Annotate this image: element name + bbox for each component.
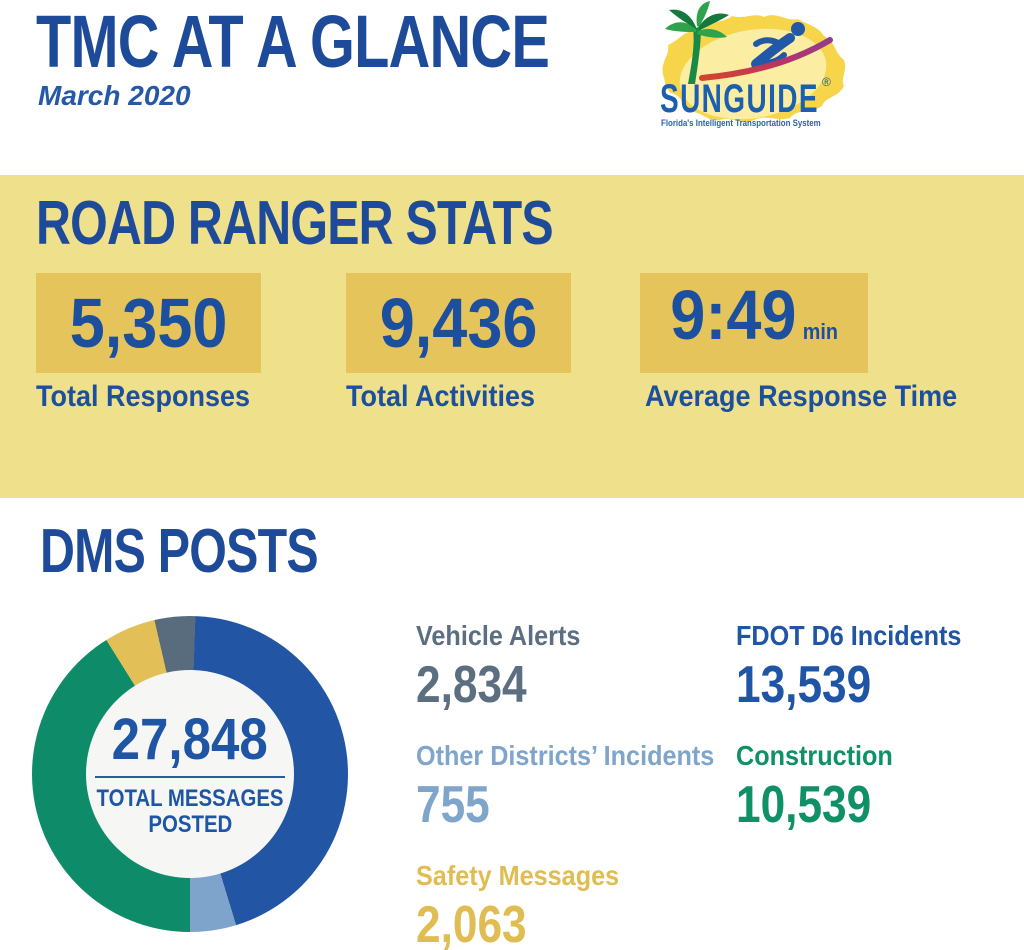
legend-other-districts-incidents-label: Other Districts’ Incidents — [416, 740, 715, 771]
logo-wordmark: SUNGUIDE — [660, 77, 819, 121]
legend-construction: Construction 10,539 — [736, 740, 1024, 834]
legend-safety-messages: Safety Messages 2,063 — [416, 861, 736, 950]
label-avg-response-time: Average Response Time — [645, 382, 992, 412]
total-activities-number: 9,436 — [379, 284, 538, 362]
legend-other-districts-incidents-value: 755 — [416, 776, 490, 834]
avg-response-time-number: 9:49 — [670, 275, 797, 354]
dms-donut-chart: 27,848 TOTAL MESSAGES POSTED — [32, 616, 348, 932]
stat-box-total-activities: 9,436 — [346, 273, 571, 373]
sunguide-logo: SUNGUIDE ® Florida's Intelligent Transpo… — [650, 0, 855, 148]
total-messages-label-2: POSTED — [148, 811, 232, 838]
total-activities-value: 9,436 — [380, 288, 538, 358]
legend-safety-messages-label: Safety Messages — [416, 860, 620, 891]
road-ranger-heading-text: ROAD RANGER STATS — [36, 189, 554, 258]
label-avg-response-time-text: Average Response Time — [645, 380, 958, 413]
legend-other-districts-incidents: Other Districts’ Incidents 755 — [416, 740, 736, 834]
legend-vehicle-alerts: Vehicle Alerts 2,834 — [416, 620, 736, 714]
label-total-activities: Total Activities — [346, 382, 556, 412]
avg-response-time-unit: min — [802, 318, 838, 344]
report-month: March 2020 — [38, 80, 191, 111]
legend-safety-messages-value: 2,063 — [416, 896, 527, 950]
registered-mark: ® — [822, 75, 831, 89]
total-responses-value: 5,350 — [70, 288, 228, 358]
label-total-responses: Total Responses — [36, 382, 274, 412]
legend-construction-label: Construction — [736, 740, 893, 771]
legend-fdot-d6-incidents-value: 13,539 — [736, 656, 872, 714]
legend-vehicle-alerts-label: Vehicle Alerts — [416, 620, 581, 651]
center-divider — [95, 776, 285, 778]
legend-fdot-d6-incidents-label: FDOT D6 Incidents — [736, 620, 962, 651]
stat-box-avg-response-time: 9:49 min — [640, 273, 868, 373]
label-total-responses-text: Total Responses — [36, 380, 251, 413]
label-total-activities-text: Total Activities — [346, 380, 536, 413]
total-messages-value: 27,848 — [111, 707, 269, 772]
swoosh — [699, 37, 833, 81]
dms-posts-heading-text: DMS POSTS — [40, 517, 319, 586]
palm-tree-icon — [665, 1, 729, 84]
stat-box-total-responses: 5,350 — [36, 273, 261, 373]
logo-tagline: Florida's Intelligent Transportation Sys… — [661, 117, 821, 128]
sun-inner-ellipse — [679, 28, 827, 120]
legend-construction-value: 10,539 — [736, 776, 872, 834]
sunguide-logo-svg: SUNGUIDE ® Florida's Intelligent Transpo… — [660, 1, 846, 128]
avg-response-time-value: 9:49 min — [670, 280, 838, 367]
dms-posts-heading: DMS POSTS — [40, 521, 396, 583]
legend-fdot-d6-incidents: FDOT D6 Incidents 13,539 — [736, 620, 1024, 714]
road-ranger-heading: ROAD RANGER STATS — [36, 193, 699, 255]
total-messages-label-1: TOTAL MESSAGES — [96, 785, 284, 812]
legend-vehicle-alerts-value: 2,834 — [416, 656, 527, 714]
total-responses-number: 5,350 — [69, 284, 228, 362]
page-title-text: TMC AT A GLANCE — [36, 0, 550, 83]
page-title: TMC AT A GLANCE — [36, 5, 694, 79]
donut-center: 27,848 TOTAL MESSAGES POSTED — [86, 670, 294, 878]
